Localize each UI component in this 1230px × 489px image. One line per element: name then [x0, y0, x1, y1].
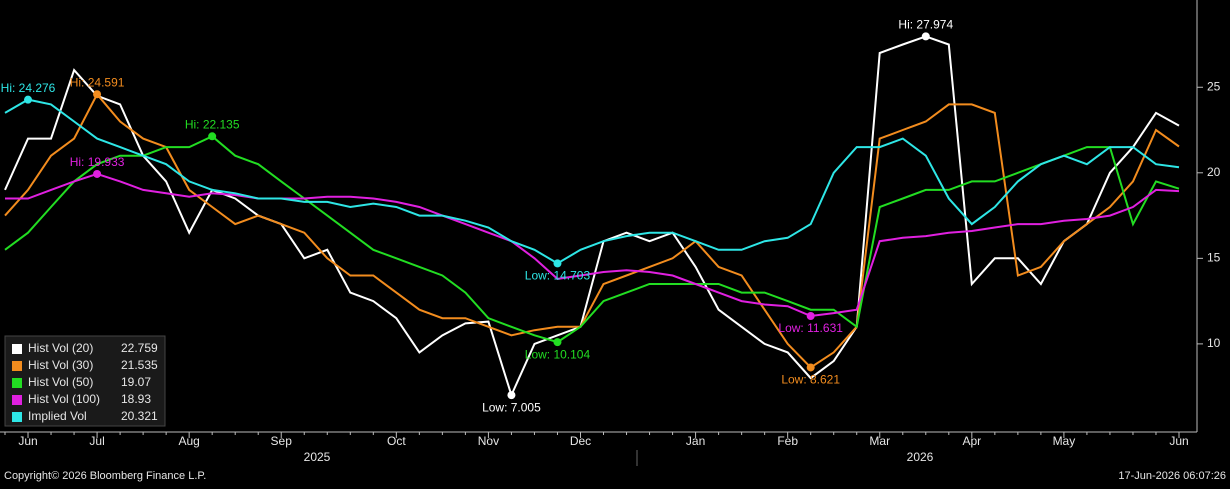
- legend-label: Hist Vol (100): [28, 392, 100, 406]
- legend-swatch: [12, 378, 22, 388]
- y-tick-label: 20: [1207, 165, 1221, 179]
- x-tick-label: Mar: [869, 434, 890, 448]
- x-tick-label: Jul: [89, 434, 104, 448]
- extreme-marker: [553, 338, 562, 347]
- x-tick-label: Feb: [777, 434, 798, 448]
- x-tick-label: Sep: [271, 434, 293, 448]
- legend-swatch: [12, 361, 22, 371]
- x-tick-label: May: [1053, 434, 1076, 448]
- series-line: [5, 172, 1180, 318]
- legend-swatch: [12, 412, 22, 422]
- extreme-label: Low: 14.703: [525, 269, 591, 283]
- legend-value: 22.759: [121, 341, 158, 355]
- y-tick-label: 25: [1207, 79, 1221, 93]
- legend-label: Implied Vol: [28, 409, 87, 423]
- extreme-label: Hi: 27.974: [898, 18, 953, 32]
- x-tick-label: Nov: [478, 434, 499, 448]
- extreme-marker: [806, 363, 815, 372]
- series-line: [4, 98, 1180, 265]
- extreme-label: Low: 10.104: [525, 347, 591, 361]
- y-tick-label: 15: [1207, 251, 1221, 265]
- extreme-label: Hi: 24.591: [70, 75, 125, 89]
- legend-value: 19.07: [121, 375, 151, 389]
- x-tick-label: Oct: [387, 434, 406, 448]
- legend: Hist Vol (20) 22.759 Hist Vol (30) 21.535 Hi…: [4, 335, 166, 427]
- y-tick-label: 10: [1207, 336, 1221, 350]
- series-line: [4, 92, 1180, 369]
- extreme-label: Low: 11.631: [778, 321, 843, 335]
- legend-label: Hist Vol (30): [28, 358, 93, 372]
- legend-box: [4, 335, 166, 427]
- extreme-marker: [921, 32, 930, 41]
- extreme-label: Hi: 24.276: [1, 81, 56, 95]
- x-tick-label: Aug: [178, 434, 199, 448]
- extreme-marker: [93, 169, 102, 178]
- legend-label: Hist Vol (50): [28, 375, 93, 389]
- legend-swatch: [12, 395, 22, 405]
- series-line: [4, 135, 1180, 344]
- extreme-marker: [93, 90, 102, 99]
- timestamp: 17-Jun-2026 06:07:26: [1118, 470, 1226, 482]
- legend-value: 18.93: [121, 392, 151, 406]
- extreme-label: Low: 8.621: [781, 373, 840, 387]
- x-tick-label: Dec: [570, 434, 591, 448]
- year-label: 2026: [907, 450, 934, 464]
- extreme-label: Hi: 19.933: [70, 155, 125, 169]
- legend-value: 21.535: [121, 358, 158, 372]
- extreme-label: Hi: 22.135: [185, 117, 240, 131]
- legend-label: Hist Vol (20): [28, 341, 93, 355]
- x-tick-label: Jun: [1169, 434, 1188, 448]
- x-tick-label: Jun: [18, 434, 37, 448]
- legend-value: 20.321: [121, 409, 158, 423]
- series-line: [4, 35, 1180, 398]
- extreme-label: Low: 7.005: [482, 400, 541, 414]
- x-tick-label: Apr: [962, 434, 981, 448]
- year-label: 2025: [304, 450, 331, 464]
- extreme-marker: [553, 259, 562, 268]
- extreme-marker: [507, 391, 516, 400]
- copyright: Copyright© 2026 Bloomberg Finance L.P.: [4, 470, 206, 482]
- extreme-marker: [806, 311, 815, 320]
- extreme-marker: [208, 132, 217, 141]
- legend-swatch: [12, 344, 22, 354]
- x-tick-label: Jan: [686, 434, 705, 448]
- extreme-marker: [24, 95, 33, 104]
